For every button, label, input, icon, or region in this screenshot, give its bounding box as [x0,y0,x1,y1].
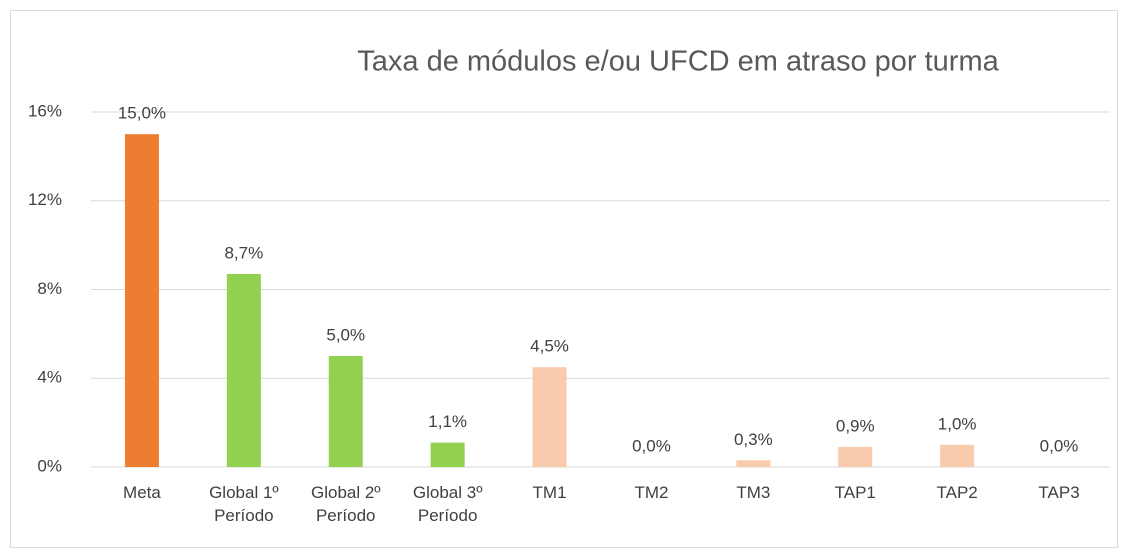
y-tick-label: 0% [37,456,62,475]
x-tick-label: Global 1º Período [209,483,279,525]
y-tick-label: 4% [37,368,62,387]
x-tick-label: TAP2 [936,483,978,502]
bar [430,442,465,467]
x-tick-label: Global 2º Período [310,483,381,525]
x-tick-label: TM1 [532,483,567,502]
chart-title: Taxa de módulos e/ou UFCD em atraso por … [357,46,999,78]
data-label: 0,9% [836,417,875,436]
data-label: 1,1% [428,412,467,431]
x-tick-label: TAP3 [1038,483,1080,502]
data-label: 0,0% [1040,436,1079,455]
data-label: 4,5% [530,337,569,356]
data-label: 1,0% [938,414,977,433]
bar [940,444,975,467]
bar [328,356,363,467]
x-tick-label: TM3 [736,483,771,502]
data-label: 15,0% [118,104,166,123]
bar [124,134,159,467]
data-label: 5,0% [326,326,365,345]
data-label: 0,3% [734,430,773,449]
bar [736,460,771,467]
data-label: 0,0% [632,436,671,455]
y-tick-label: 12% [28,190,62,209]
x-tick-label: Meta [123,483,161,502]
x-tick-label: TAP1 [834,483,876,502]
bar [838,447,873,467]
y-tick-label: 8% [37,279,62,298]
y-tick-label: 16% [28,101,62,120]
x-tick-label: Global 3º Período [412,483,483,525]
bar [532,367,567,467]
data-label: 8,7% [224,243,263,262]
x-tick-label: TM2 [634,483,669,502]
bar [226,273,261,467]
